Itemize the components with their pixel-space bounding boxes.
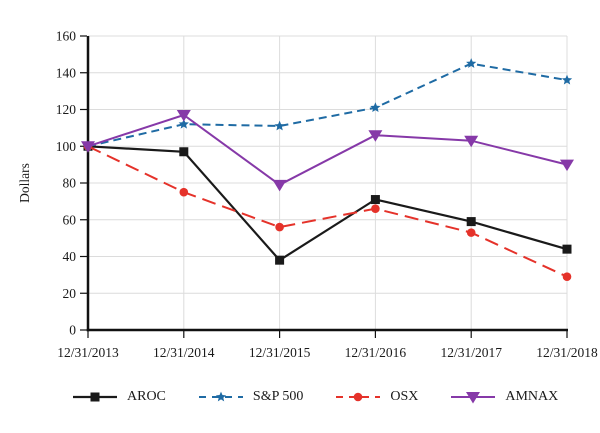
- s-p-500-marker: [178, 118, 189, 129]
- amnax-line-swatch-icon: [451, 392, 496, 404]
- y-axis-title: Dollars: [17, 163, 32, 203]
- s-p-500-legend-marker: [215, 391, 227, 402]
- osx-line-swatch-icon: [336, 392, 381, 402]
- amnax-marker: [272, 179, 287, 192]
- aroc-marker: [466, 217, 476, 227]
- s-p-500-marker: [466, 58, 477, 68]
- s-p-500-marker: [561, 74, 573, 85]
- legend-label-amnax: AMNAX: [505, 389, 559, 404]
- legend-item-sp500: S&P 500: [198, 389, 303, 405]
- aroc-marker: [275, 255, 285, 265]
- s-p-500-line: [87, 62, 568, 148]
- x-tick-label: 12/31/2014: [153, 345, 215, 360]
- s-p-500-marker: [274, 120, 285, 131]
- sp500-line-swatch-icon: [198, 391, 243, 402]
- aroc-legend-marker: [90, 392, 100, 402]
- x-tick-label: 12/31/2013: [57, 345, 119, 360]
- chart-legend: AROC S&P 500 OSX AMNAX: [0, 386, 600, 408]
- x-tick-label: 12/31/2016: [345, 345, 407, 360]
- x-tick-label: 12/31/2015: [249, 345, 311, 360]
- osx-marker: [466, 228, 476, 237]
- osx-legend-marker: [354, 392, 363, 402]
- y-tick-label: 120: [56, 102, 77, 117]
- legend-label-sp500: S&P 500: [252, 389, 304, 404]
- aroc-marker: [179, 147, 189, 157]
- y-tick-label: 60: [63, 212, 77, 227]
- aroc-line: [87, 145, 568, 262]
- amnax-marker: [464, 135, 479, 148]
- legend-item-osx: OSX: [335, 389, 418, 405]
- y-tick-label: 40: [63, 249, 77, 264]
- osx-marker: [179, 187, 189, 197]
- osx-marker: [371, 204, 380, 214]
- x-tick-label: 12/31/2018: [536, 345, 598, 360]
- legend-item-aroc: AROC: [72, 389, 166, 405]
- s-p-500-marker: [370, 102, 381, 113]
- legend-label-osx: OSX: [390, 389, 419, 404]
- amnax-marker: [81, 141, 95, 153]
- y-tick-label: 20: [63, 286, 77, 301]
- plot-area: 0 20 40 60 80 100 120 140 160 12/31/2013 12/31/201…: [56, 29, 598, 361]
- legend-item-amnax: AMNAX: [450, 389, 558, 405]
- y-tick-label: 140: [56, 65, 77, 80]
- amnax-marker: [560, 159, 574, 172]
- osx-marker: [562, 272, 572, 282]
- aroc-line-swatch-icon: [73, 392, 117, 402]
- x-tick-label: 12/31/2017: [440, 345, 502, 360]
- osx-marker: [275, 222, 284, 232]
- amnax-line: [87, 113, 568, 186]
- y-tick-label: 80: [63, 176, 77, 191]
- amnax-legend-marker: [466, 392, 481, 404]
- amnax-marker: [368, 130, 383, 142]
- amnax-marker: [176, 110, 191, 122]
- legend-label-aroc: AROC: [127, 389, 166, 404]
- y-tick-label: 0: [69, 323, 76, 338]
- y-tick-label: 160: [56, 29, 77, 44]
- y-tick-label: 100: [56, 139, 77, 154]
- osx-line: [87, 145, 568, 278]
- aroc-marker: [562, 244, 572, 254]
- aroc-marker: [370, 195, 380, 205]
